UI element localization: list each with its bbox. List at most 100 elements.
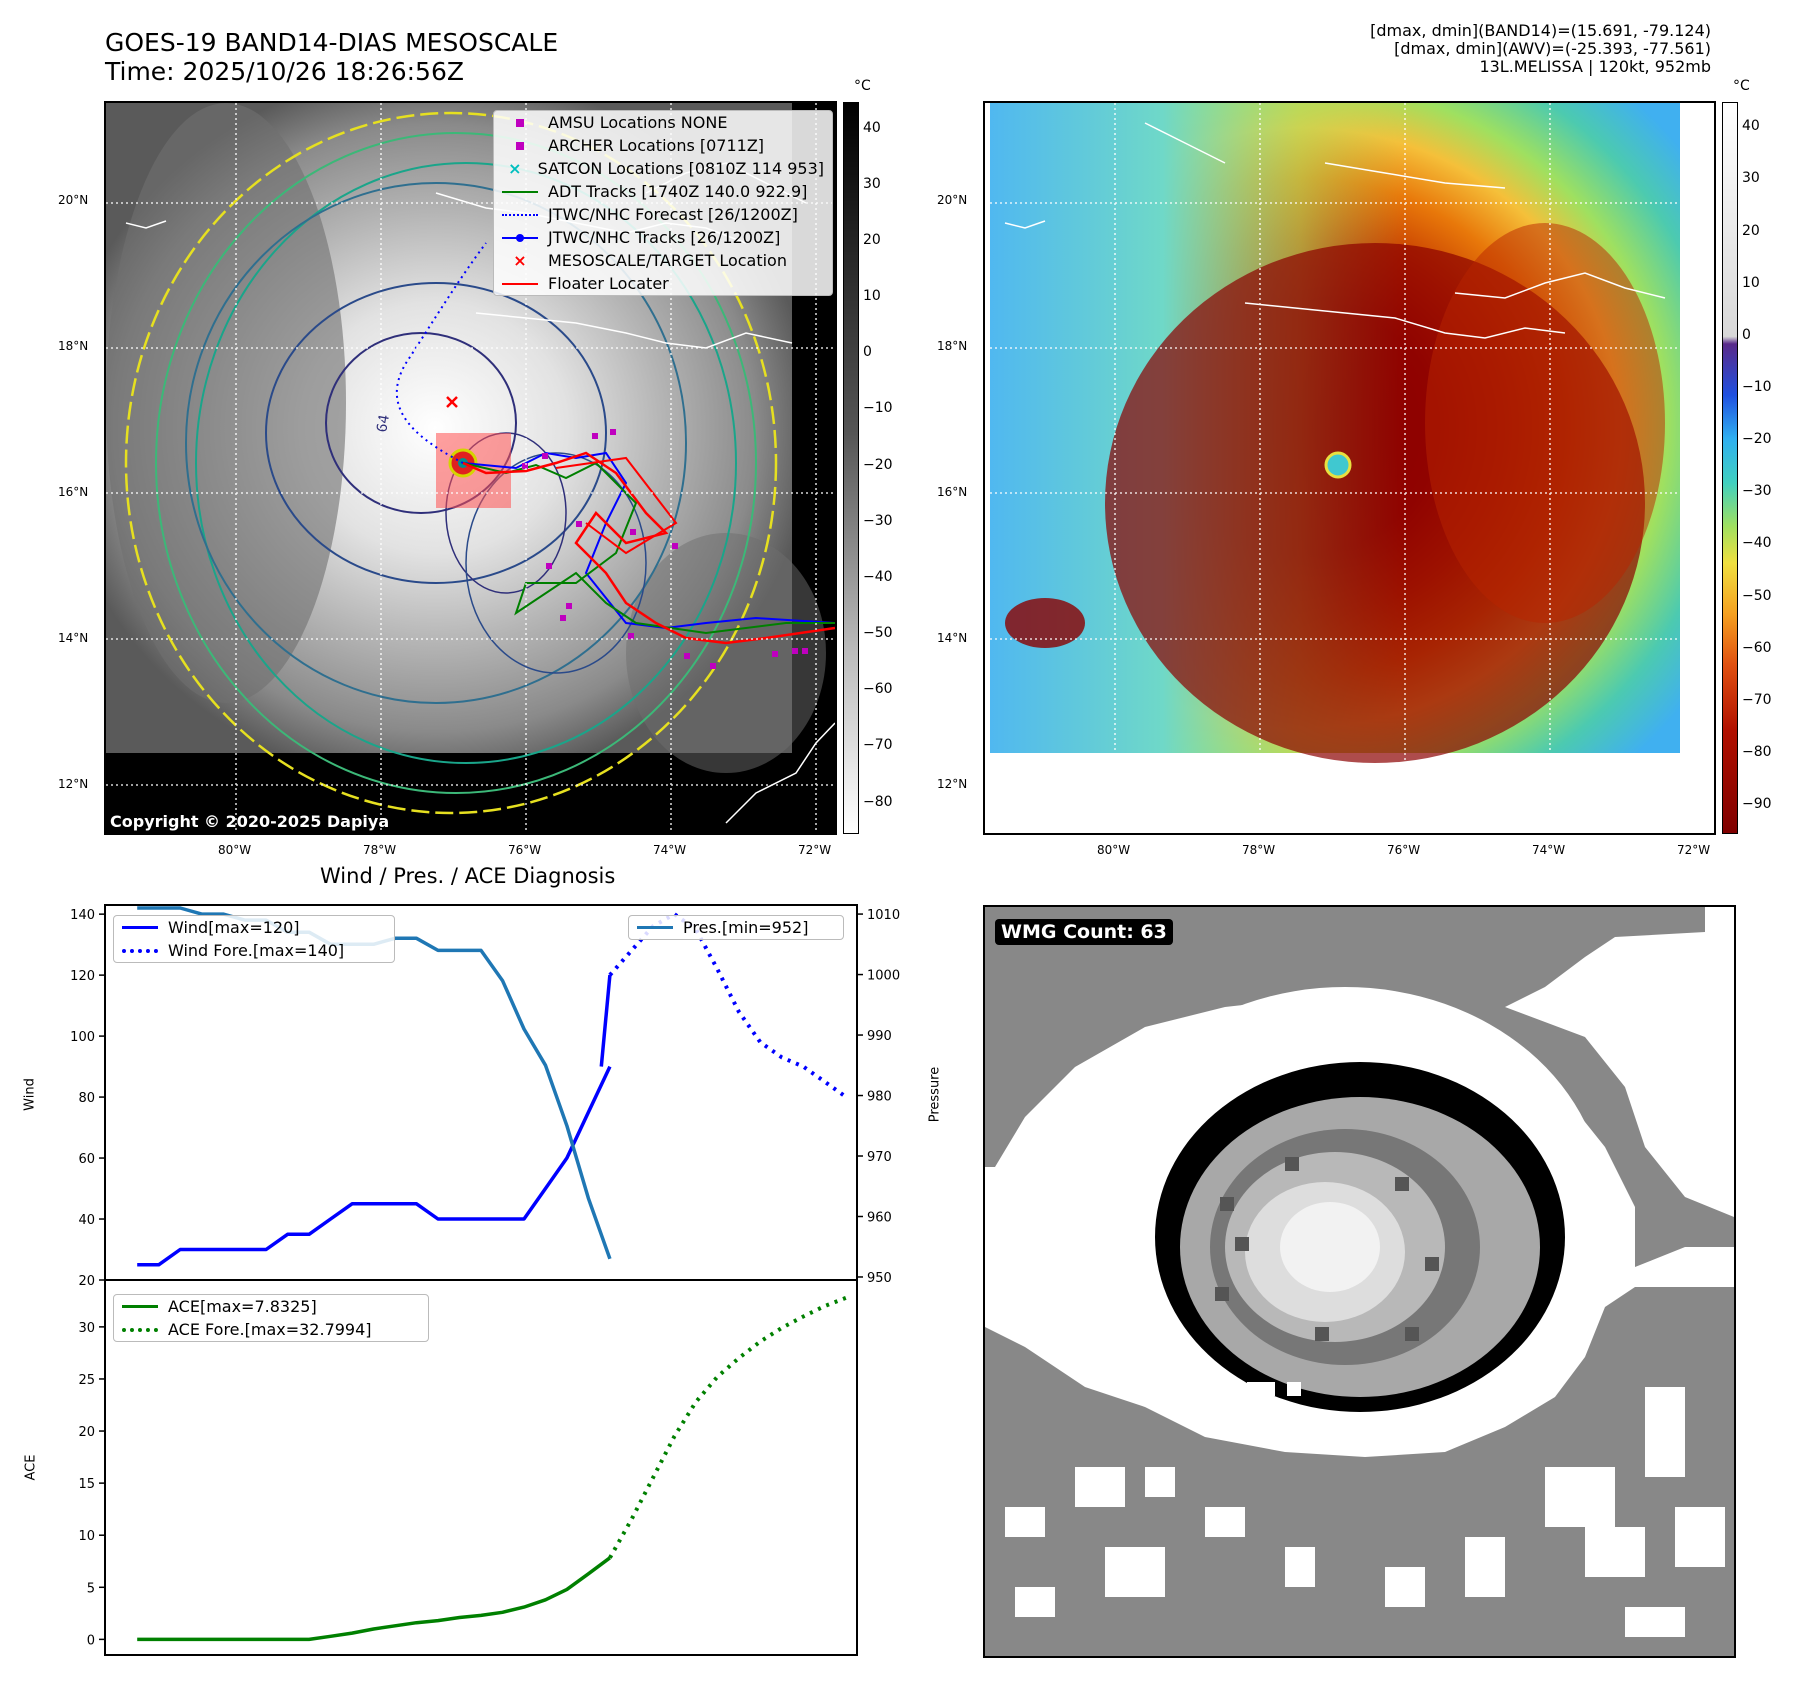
colorbar-tick-label: −60 — [1742, 639, 1772, 656]
dotted-line-icon — [122, 948, 158, 953]
legend-item-ace-forecast: ACE Fore.[max=32.7994] — [114, 1318, 428, 1341]
legend-item-adt: ADT Tracks [1740Z 140.0 922.9] — [494, 180, 832, 203]
ace-line — [137, 1556, 611, 1642]
wmg-image — [985, 907, 1734, 1656]
colorbar-tick-label: −60 — [863, 681, 893, 698]
line-dot-icon — [502, 233, 538, 242]
lon-label: 76°W — [1387, 843, 1421, 857]
legend-item-floater: Floater Locater — [494, 272, 832, 295]
wind-line-tail — [599, 974, 612, 1067]
dotted-line-icon — [502, 213, 538, 216]
ace-axis-label: ACE — [23, 1454, 39, 1481]
square-marker-icon — [502, 118, 538, 127]
legend-item-satcon: × SATCON Locations [0810Z 114 953] — [494, 157, 832, 180]
lat-label: 12°N — [937, 777, 968, 791]
band14-colorbar — [843, 102, 859, 834]
colorbar-tick-label: 30 — [1742, 170, 1760, 187]
square-marker-icon — [502, 141, 538, 150]
colorbar-tick-label: 0 — [1742, 326, 1751, 343]
pressure-tick-label: 970 — [867, 1150, 892, 1165]
colorbar-tick-label: −50 — [1742, 587, 1772, 604]
info-line-3: 13L.MELISSA | 120kt, 952mb — [1479, 57, 1711, 76]
lon-label: 72°W — [798, 843, 832, 857]
figure-title: GOES-19 BAND14-DIAS MESOSCALE Time: 2025… — [105, 28, 558, 86]
colorbar-tick-label: −30 — [863, 512, 893, 529]
lon-label: 78°W — [1242, 843, 1276, 857]
colorbar-tick-label: −80 — [1742, 743, 1772, 760]
wind-tick-label: 20 — [78, 1274, 95, 1289]
colorbar-tick-label: 10 — [863, 288, 881, 305]
colorbar-tick-label: 40 — [863, 119, 881, 136]
diagnosis-chart-title: Wind / Pres. / ACE Diagnosis — [320, 864, 616, 888]
legend-item-ace: ACE[max=7.8325] — [114, 1295, 428, 1318]
storm-info: [dmax, dmin](BAND14)=(15.691, -79.124) [… — [1370, 22, 1711, 76]
solid-line-icon — [502, 190, 538, 193]
solid-line-icon — [502, 282, 538, 285]
lat-label: 18°N — [937, 339, 968, 353]
title-line-2: Time: 2025/10/26 18:26:56Z — [105, 57, 464, 86]
ace-tick-label: 25 — [78, 1373, 95, 1388]
colorbar-tick-label: 0 — [863, 344, 872, 361]
ace-axis: 30 25 20 15 10 5 0 — [78, 1321, 105, 1648]
diagnosis-lines — [137, 906, 848, 1642]
colorbar-tick-label: −40 — [863, 568, 893, 585]
wind-tick-label: 60 — [78, 1152, 95, 1167]
colorbar-tick-label: 20 — [863, 231, 881, 248]
colorbar-unit: °C — [1733, 78, 1750, 94]
colorbar-tick-label: −90 — [1742, 796, 1772, 813]
wind-tick-label: 80 — [78, 1091, 95, 1106]
legend-item-archer: ARCHER Locations [0711Z] — [494, 134, 832, 157]
awv-map-panel — [983, 101, 1716, 835]
wind-legend: Wind[max=120] Wind Fore.[max=140] — [113, 915, 395, 963]
lat-label: 16°N — [58, 485, 89, 499]
lat-label: 20°N — [58, 193, 89, 207]
pressure-tick-label: 980 — [867, 1090, 892, 1105]
band14-map-panel: 64 Copyright © 2020-2025 Dapiya AMSU Loc… — [104, 101, 837, 835]
colorbar-tick-label: −70 — [1742, 691, 1772, 708]
ace-legend: ACE[max=7.8325] ACE Fore.[max=32.7994] — [113, 1294, 429, 1342]
solid-line-icon — [122, 1305, 158, 1308]
ace-tick-label: 30 — [78, 1321, 95, 1336]
pressure-tick-label: 1000 — [867, 969, 900, 984]
solid-line-icon — [122, 926, 158, 929]
lon-label: 80°W — [218, 843, 252, 857]
lon-label: 72°W — [1677, 843, 1711, 857]
colorbar-tick-label: −10 — [863, 400, 893, 417]
wind-axis: 140 120 100 80 60 40 20 — [70, 908, 105, 1289]
copyright-notice: Copyright © 2020-2025 Dapiya — [110, 812, 390, 831]
pressure-tick-label: 1010 — [867, 908, 900, 923]
legend-item-forecast: JTWC/NHC Forecast [26/1200Z] — [494, 203, 832, 226]
legend-item-amsu: AMSU Locations NONE — [494, 111, 832, 134]
target-marker — [446, 396, 458, 408]
pressure-legend: Pres.[min=952] — [628, 915, 844, 940]
lon-label: 74°W — [1532, 843, 1566, 857]
legend-item-tracks: JTWC/NHC Tracks [26/1200Z] — [494, 226, 832, 249]
colorbar-tick-label: 30 — [863, 175, 881, 192]
solid-line-icon — [637, 926, 673, 929]
legend-item-wind-forecast: Wind Fore.[max=140] — [114, 939, 394, 962]
lat-label: 12°N — [58, 777, 89, 791]
wind-tick-label: 120 — [70, 969, 95, 984]
ace-tick-label: 20 — [78, 1425, 95, 1440]
x-marker-icon: × — [508, 159, 522, 178]
colorbar-tick-label: −20 — [1742, 431, 1772, 448]
legend-item-wind: Wind[max=120] — [114, 916, 394, 939]
ace-tick-label: 15 — [78, 1477, 95, 1492]
lon-label: 74°W — [653, 843, 687, 857]
ace-tick-label: 10 — [78, 1529, 95, 1544]
ace-forecast-line — [608, 1295, 848, 1559]
wind-axis-label: Wind — [22, 1078, 38, 1111]
wind-tick-label: 140 — [70, 908, 95, 923]
lat-label: 14°N — [937, 631, 968, 645]
archer-markers — [522, 429, 808, 669]
awv-colorbar — [1722, 102, 1738, 834]
colorbar-tick-label: −30 — [1742, 483, 1772, 500]
colorbar-tick-label: −20 — [863, 456, 893, 473]
pressure-tick-label: 990 — [867, 1029, 892, 1044]
info-line-2: [dmax, dmin](AWV)=(-25.393, -77.561) — [1394, 39, 1711, 58]
wind-line — [137, 1065, 612, 1267]
pressure-tick-label: 960 — [867, 1210, 892, 1225]
wind-tick-label: 100 — [70, 1030, 95, 1045]
legend-item-pressure: Pres.[min=952] — [629, 916, 843, 939]
